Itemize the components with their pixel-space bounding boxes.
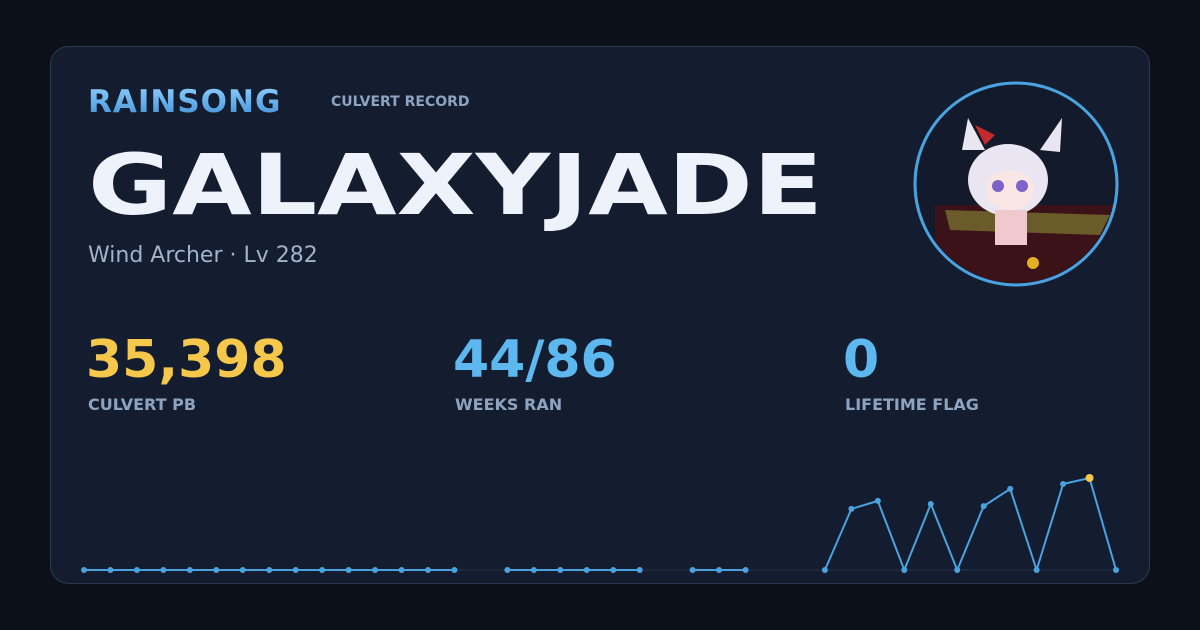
avatar-eye bbox=[992, 180, 1004, 192]
sparkline-point bbox=[107, 567, 114, 573]
class-level: Wind Archer · Lv 282 bbox=[88, 243, 318, 268]
sparkline-point bbox=[954, 567, 961, 573]
avatar-ear bbox=[962, 118, 985, 150]
sparkline-point bbox=[848, 505, 855, 512]
sparkline-point bbox=[504, 567, 511, 573]
sparkline-point bbox=[1007, 485, 1014, 492]
stat-label: LIFETIME FLAG bbox=[845, 395, 979, 414]
sparkline-point bbox=[980, 503, 987, 510]
stat-value: 0 bbox=[843, 330, 879, 390]
stat-value: 44/86 bbox=[453, 330, 617, 390]
sparkline-point bbox=[1033, 567, 1040, 573]
sparkline-point bbox=[292, 567, 299, 573]
avatar-body bbox=[995, 210, 1027, 245]
sparkline-point bbox=[874, 497, 881, 504]
sparkline-point bbox=[716, 567, 723, 573]
sparkline-point bbox=[689, 567, 696, 573]
sparkline-point bbox=[821, 567, 828, 573]
sparkline-point bbox=[239, 567, 246, 573]
avatar-eye bbox=[1016, 180, 1028, 192]
sparkline-point bbox=[81, 567, 87, 573]
avatar-gem bbox=[1027, 257, 1039, 269]
sparkline-point bbox=[186, 567, 193, 573]
sparkline-point bbox=[425, 567, 431, 573]
sparkline-point bbox=[160, 567, 167, 573]
sparkline-point bbox=[901, 567, 908, 573]
sparkline-point bbox=[742, 567, 749, 573]
sparkline-point bbox=[610, 567, 617, 573]
avatar-ribbon bbox=[975, 125, 995, 145]
sparkline-point bbox=[1113, 567, 1119, 573]
brand: RAINSONG bbox=[88, 84, 281, 120]
player-name: GALAXYJADE bbox=[88, 136, 823, 234]
sparkline-point bbox=[133, 567, 140, 573]
sparkline-point bbox=[636, 567, 643, 573]
sparkline-point bbox=[345, 567, 352, 573]
avatar-ear bbox=[1040, 118, 1062, 152]
card bbox=[50, 46, 1150, 584]
sparkline-point bbox=[213, 567, 220, 573]
sparkline-point bbox=[266, 567, 273, 573]
stat-label: CULVERT PB bbox=[88, 395, 196, 414]
sparkline-point bbox=[319, 567, 326, 573]
avatar-bow-detail bbox=[945, 210, 1110, 235]
sparkline-point bbox=[557, 567, 564, 573]
sparkline-point bbox=[398, 567, 405, 573]
sparkline-point bbox=[927, 500, 934, 507]
sparkline-point bbox=[583, 567, 590, 573]
avatar-face bbox=[986, 170, 1034, 210]
sparkline-point bbox=[530, 567, 537, 573]
sparkline-point bbox=[372, 567, 379, 573]
avatar bbox=[913, 81, 1119, 287]
stat-value: 35,398 bbox=[86, 330, 287, 390]
sparkline-point bbox=[1060, 480, 1067, 487]
stat-label: WEEKS RAN bbox=[455, 395, 562, 414]
sparkline-point bbox=[1085, 474, 1094, 482]
subtitle: CULVERT RECORD bbox=[331, 94, 470, 110]
sparkline-point bbox=[451, 567, 458, 573]
